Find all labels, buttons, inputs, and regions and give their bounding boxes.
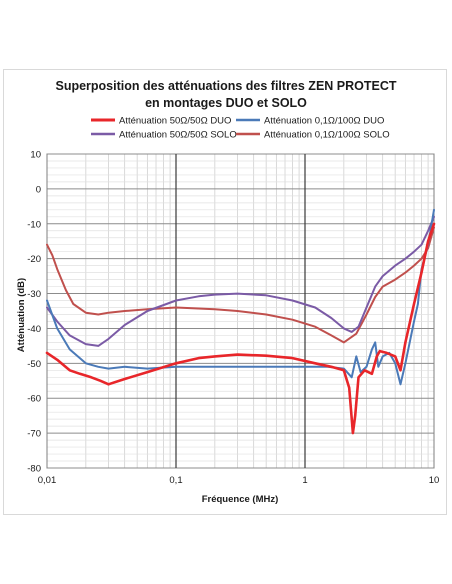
- x-axis-label: Fréquence (MHz): [202, 494, 279, 505]
- plot-area: 10 0 -10 -20 -30 -40 -50 -60 -70 -800,01 0,1 1 10: [27, 150, 439, 487]
- y-tick-label: -30: [27, 289, 41, 300]
- x-tick-label: 10: [429, 475, 440, 486]
- x-tick-label: 1: [302, 475, 307, 486]
- chart-title-line-2: en montages DUO et SOLO: [145, 96, 307, 110]
- attenuation-chart: Superposition des atténuations des filtr…: [16, 79, 439, 505]
- y-tick-label: -80: [27, 464, 41, 475]
- chart-title-line-1: Superposition des atténuations des filtr…: [55, 79, 396, 93]
- y-tick-label: -50: [27, 359, 41, 370]
- series-line-1: [45, 222, 436, 435]
- y-tick-label: 0: [36, 184, 41, 195]
- legend-label-2: Atténuation 0,1Ω/100Ω DUO: [264, 116, 384, 127]
- series-line-4: [46, 226, 435, 344]
- x-tick-label: 0,01: [38, 475, 57, 486]
- y-tick-label: -70: [27, 429, 41, 440]
- legend-label-1: Atténuation 50Ω/50Ω DUO: [119, 116, 231, 127]
- legend-label-4: Atténuation 0,1Ω/100Ω SOLO: [264, 130, 390, 141]
- y-tick-label: -10: [27, 219, 41, 230]
- y-tick-label: -60: [27, 394, 41, 405]
- y-axis-label: Atténuation (dB): [16, 278, 27, 352]
- y-tick-label: 10: [30, 150, 41, 161]
- x-tick-label: 0,1: [169, 475, 182, 486]
- legend-label-3: Atténuation 50Ω/50Ω SOLO: [119, 130, 237, 141]
- series-line-2: [46, 208, 435, 386]
- y-tick-label: -40: [27, 324, 41, 335]
- chart-legend: Atténuation 50Ω/50Ω DUO Atténuation 0,1Ω/…: [91, 116, 390, 141]
- chart-frame: Superposition des atténuations des filtr…: [3, 69, 447, 515]
- y-tick-label: -20: [27, 254, 41, 265]
- series-line-3: [46, 215, 435, 347]
